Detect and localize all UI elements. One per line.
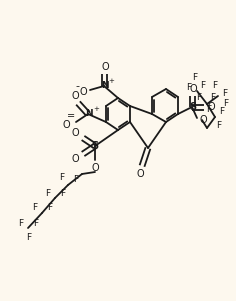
Text: F: F [192, 73, 198, 82]
Text: N: N [85, 110, 93, 119]
Text: O: O [207, 102, 215, 112]
Text: F: F [60, 188, 66, 197]
Text: F: F [223, 98, 228, 107]
Text: O: O [199, 115, 207, 125]
Text: -: - [75, 81, 79, 91]
Text: O: O [189, 84, 197, 94]
Text: F: F [212, 82, 218, 91]
Text: O: O [71, 154, 79, 164]
Text: S: S [190, 102, 197, 112]
Text: F: F [34, 219, 38, 228]
Text: F: F [47, 203, 53, 213]
Text: F: F [200, 82, 206, 91]
Text: O: O [101, 62, 109, 72]
Text: F: F [59, 173, 65, 182]
Text: O: O [62, 120, 70, 130]
Text: F: F [73, 175, 79, 185]
Text: O: O [91, 163, 99, 173]
Text: F: F [219, 107, 225, 116]
Text: F: F [196, 94, 202, 103]
Text: F: F [32, 203, 38, 213]
Text: N: N [101, 80, 109, 89]
Text: F: F [46, 188, 51, 197]
Text: F: F [223, 88, 228, 98]
Text: F: F [18, 219, 24, 228]
Text: O: O [71, 128, 79, 138]
Text: O: O [79, 87, 87, 97]
Text: S: S [91, 141, 99, 151]
Text: =: = [67, 111, 75, 121]
Text: F: F [216, 122, 222, 131]
Text: F: F [211, 92, 215, 101]
Text: O: O [71, 91, 79, 101]
Text: +: + [93, 106, 99, 112]
Text: F: F [186, 82, 192, 92]
Text: O: O [136, 169, 144, 179]
Text: F: F [26, 232, 32, 241]
Text: F: F [206, 104, 211, 113]
Text: +: + [108, 78, 114, 84]
